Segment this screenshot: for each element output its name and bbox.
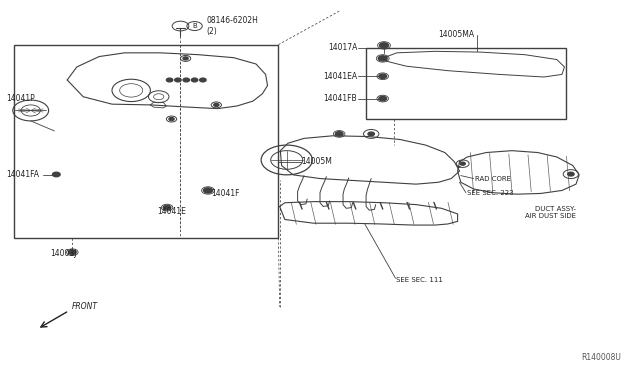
Circle shape	[175, 78, 181, 82]
Text: 14041F: 14041F	[211, 189, 240, 198]
Text: B: B	[192, 23, 197, 29]
Text: 14041P: 14041P	[6, 94, 35, 103]
Text: RAD CORE: RAD CORE	[475, 176, 511, 182]
Circle shape	[200, 78, 206, 82]
Text: 14005M: 14005M	[301, 157, 332, 166]
Circle shape	[568, 172, 574, 176]
Text: 14041E: 14041E	[157, 207, 186, 216]
Circle shape	[183, 57, 188, 60]
Text: 14041FA: 14041FA	[6, 170, 40, 179]
Circle shape	[379, 74, 387, 78]
Circle shape	[68, 250, 76, 254]
Circle shape	[378, 56, 387, 61]
Circle shape	[335, 132, 343, 136]
Circle shape	[52, 172, 60, 177]
Circle shape	[166, 78, 173, 82]
Text: SEE SEC. 111: SEE SEC. 111	[396, 277, 442, 283]
Bar	[14, 45, 278, 238]
Text: SEE SEC. 223: SEE SEC. 223	[467, 190, 514, 196]
Circle shape	[169, 118, 174, 121]
Text: R140008U: R140008U	[581, 353, 621, 362]
Circle shape	[460, 162, 465, 165]
Circle shape	[191, 78, 198, 82]
Circle shape	[204, 188, 212, 193]
Circle shape	[380, 43, 388, 48]
Bar	[366, 48, 566, 119]
Circle shape	[214, 103, 219, 106]
Circle shape	[368, 132, 374, 136]
Circle shape	[183, 78, 189, 82]
Text: DUCT ASSY-
AIR DUST SIDE: DUCT ASSY- AIR DUST SIDE	[525, 206, 576, 218]
Text: FRONT: FRONT	[72, 302, 98, 311]
Text: 14005MA: 14005MA	[438, 30, 474, 39]
Text: 08146-6202H
(2): 08146-6202H (2)	[206, 16, 258, 36]
Text: 14017A: 14017A	[328, 43, 357, 52]
Circle shape	[379, 96, 387, 101]
Circle shape	[163, 205, 171, 210]
Text: 14041EA: 14041EA	[323, 72, 357, 81]
Text: 14003J: 14003J	[50, 249, 76, 258]
Text: 14041FB: 14041FB	[323, 94, 357, 103]
